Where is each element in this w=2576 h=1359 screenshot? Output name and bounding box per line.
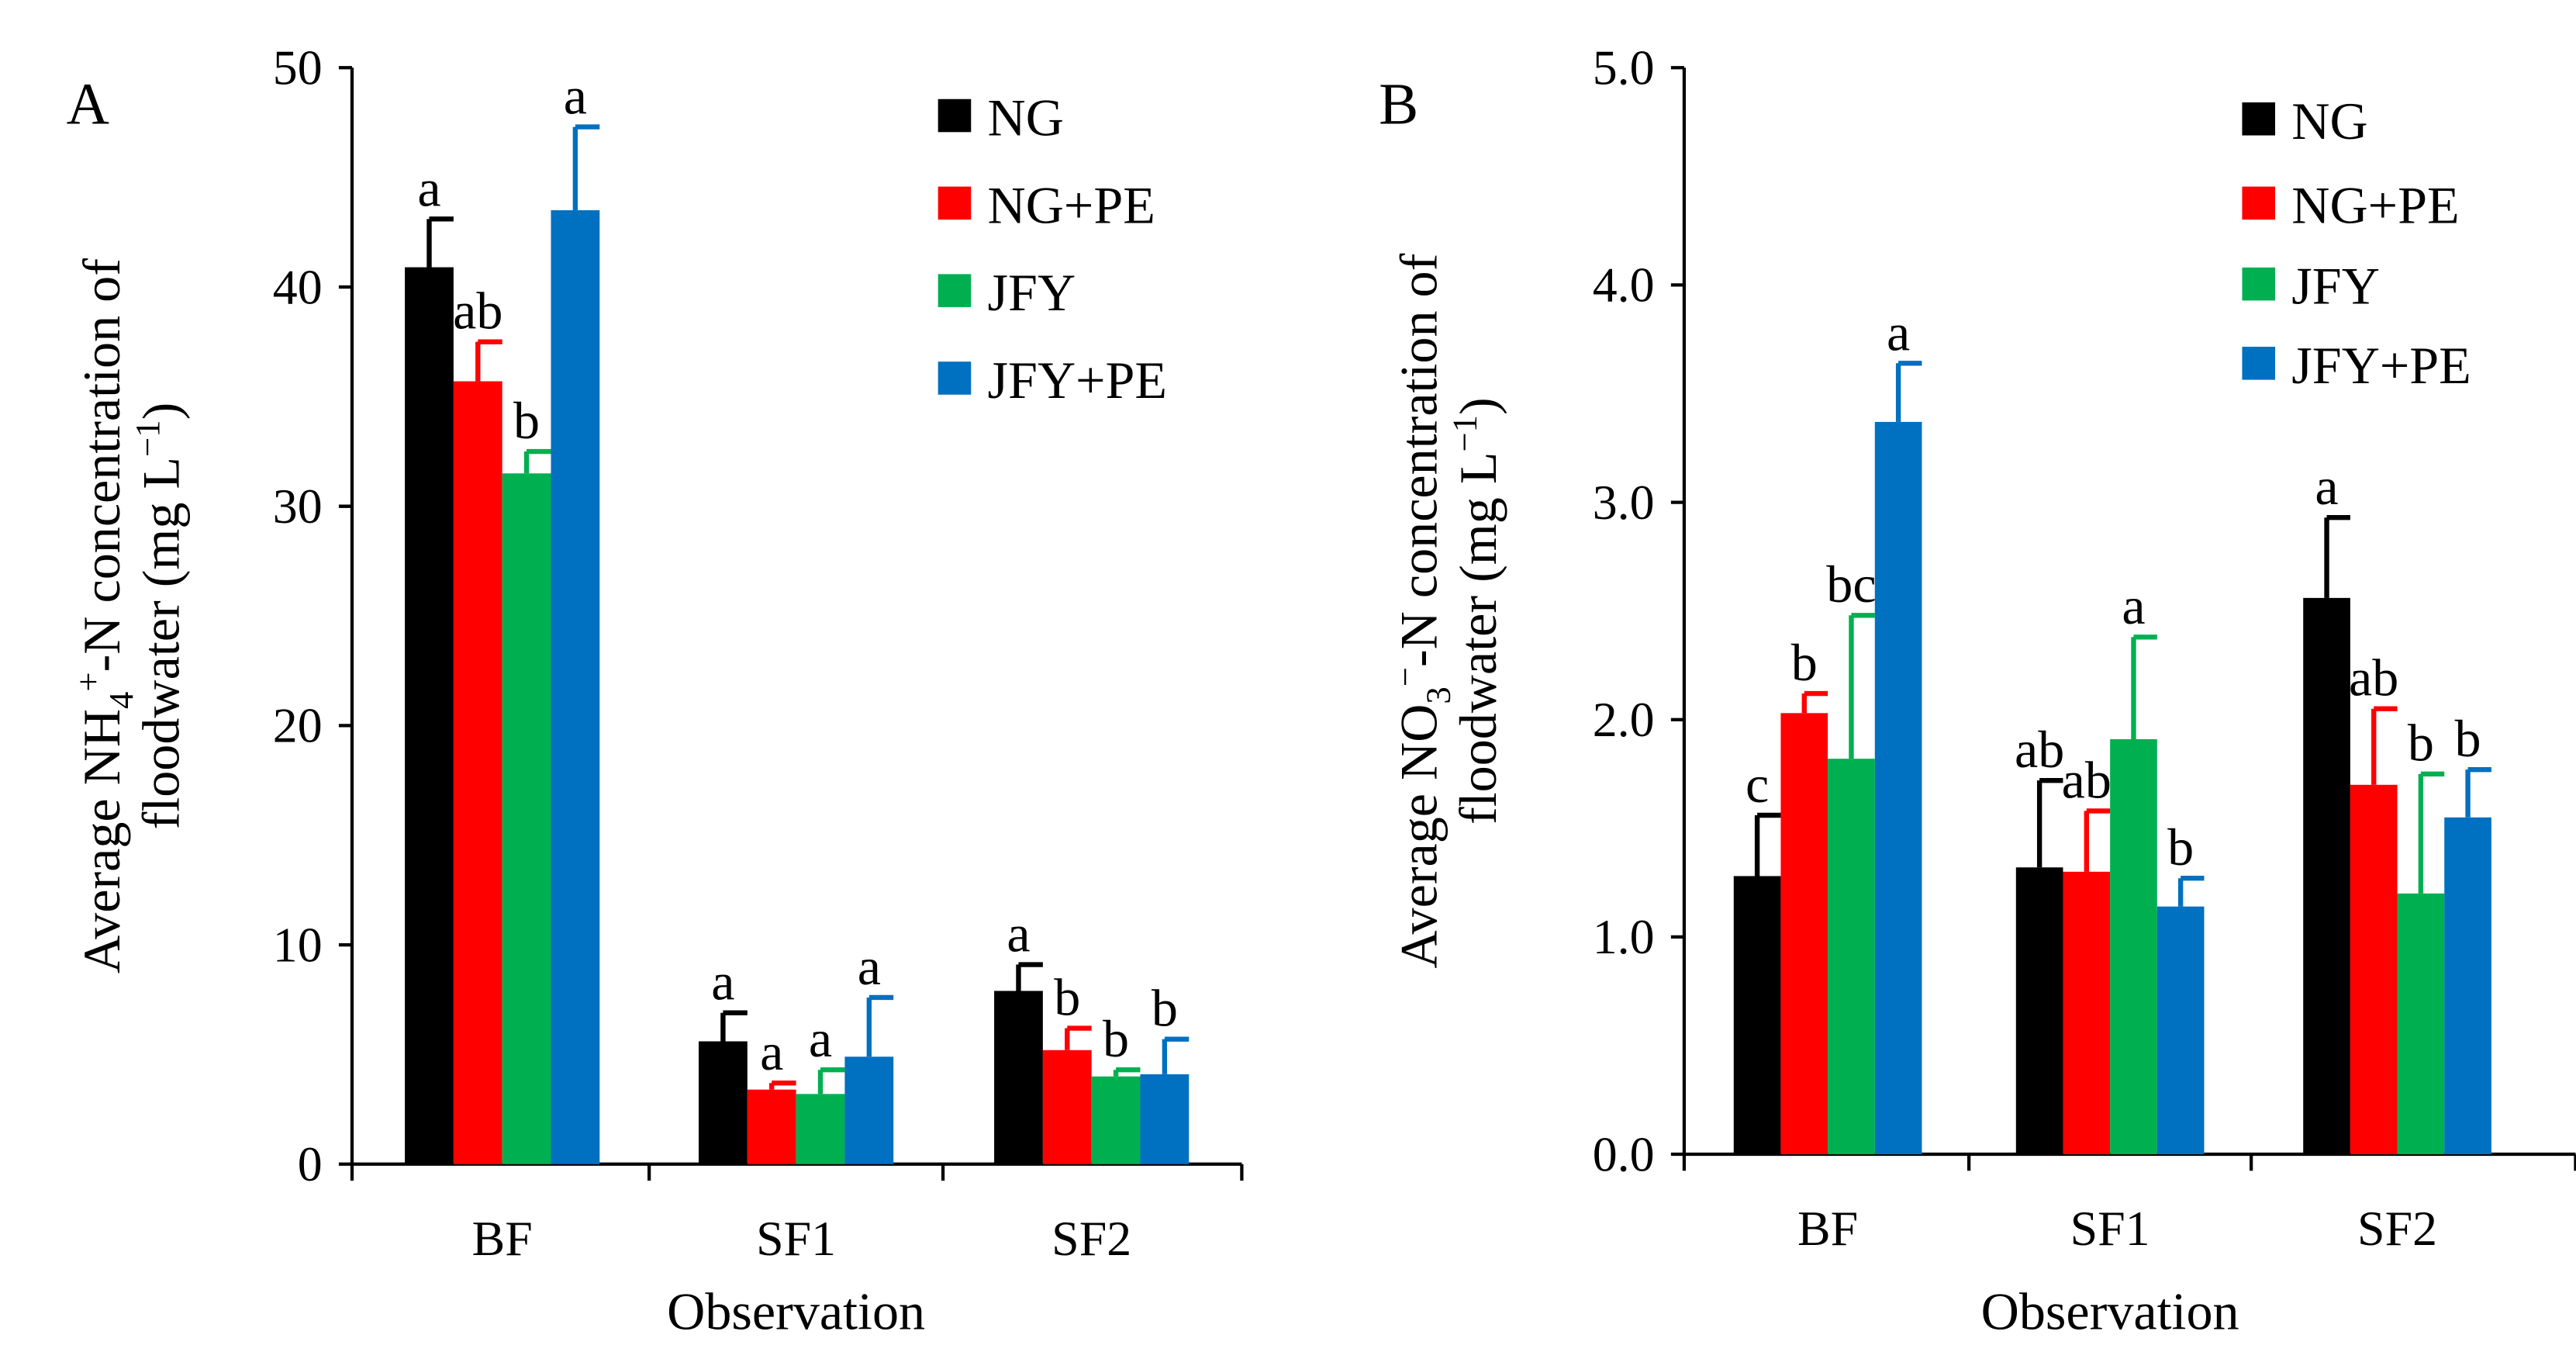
significance-letter: a xyxy=(1887,303,1910,361)
x-tick-label: SF2 xyxy=(2357,1201,2437,1256)
panel-label: A xyxy=(67,71,109,137)
bar-JFY+PE-SF1 xyxy=(844,1056,894,1164)
significance-letter: b xyxy=(2408,714,2434,773)
legend-label: NG xyxy=(2291,92,2367,150)
legend-label: NG xyxy=(988,88,1064,147)
significance-letter: b xyxy=(513,391,540,450)
x-tick-label: SF2 xyxy=(1051,1211,1131,1266)
significance-letter: a xyxy=(417,158,440,217)
legend-swatch xyxy=(938,274,972,307)
y-tick-label: 5.0 xyxy=(1593,40,1655,95)
bar-JFY-BF xyxy=(502,473,551,1164)
significance-letter: a xyxy=(711,953,734,1011)
bar-JFY+PE-BF xyxy=(551,210,600,1164)
bar-JFY-BF xyxy=(1828,759,1875,1155)
legend-swatch xyxy=(938,186,972,220)
y-tick-label: 0.0 xyxy=(1593,1126,1655,1181)
significance-letter: ab xyxy=(453,282,502,341)
y-tick-label: 4.0 xyxy=(1593,258,1655,313)
y-tick-label: 2.0 xyxy=(1593,692,1655,747)
significance-letter: c xyxy=(1746,755,1769,814)
legend-label: JFY xyxy=(2291,257,2380,316)
y-axis-label-line2: floodwater (mg L−1) xyxy=(1445,397,1508,825)
bar-NG-SF2 xyxy=(994,991,1043,1164)
y-tick-label: 50 xyxy=(273,40,323,95)
bar-NG-BF xyxy=(405,267,454,1164)
bar-NG+PE-SF1 xyxy=(747,1089,796,1164)
bar-JFY-SF2 xyxy=(2397,893,2445,1155)
significance-letter: bc xyxy=(1826,555,1876,614)
y-tick-label: 3.0 xyxy=(1593,475,1655,530)
y-axis-label-line2: floodwater (mg L−1) xyxy=(128,403,191,830)
significance-letter: b xyxy=(2455,709,2481,768)
bar-JFY+PE-SF2 xyxy=(2444,817,2491,1155)
bar-JFY+PE-BF xyxy=(1874,421,1922,1155)
bar-JFY-SF1 xyxy=(2110,738,2157,1155)
chart-panel-B: B 0.0 1.0 2.0 3.0 4.0 5.0 BF SF1 SF2 Observation Av… xyxy=(1379,40,2576,1341)
x-axis-label: Observation xyxy=(667,1282,925,1341)
y-tick-label: 20 xyxy=(273,698,323,753)
y-tick-label: 30 xyxy=(273,479,323,534)
x-tick-label: BF xyxy=(472,1211,533,1266)
significance-letter: b xyxy=(2167,818,2194,877)
significance-letter: ab xyxy=(2062,750,2112,809)
legend-swatch xyxy=(2242,347,2276,380)
significance-letter: b xyxy=(1054,967,1080,1026)
x-tick-label: SF1 xyxy=(756,1211,836,1266)
bar-NG-SF2 xyxy=(2303,597,2350,1155)
y-tick-label: 40 xyxy=(273,259,323,314)
legend-label: NG+PE xyxy=(2291,175,2459,234)
significance-letter: ab xyxy=(2015,720,2064,779)
y-axis-label: Average NO3−-N concentration of xyxy=(1386,253,1458,968)
bar-JFY+PE-SF2 xyxy=(1140,1074,1190,1164)
bar-JFY-SF2 xyxy=(1091,1076,1141,1164)
significance-letter: b xyxy=(1103,1009,1129,1068)
bar-NG+PE-SF2 xyxy=(2350,784,2398,1155)
significance-letter: a xyxy=(1007,904,1030,963)
bar-NG-BF xyxy=(1733,876,1781,1155)
legend-swatch xyxy=(2242,267,2276,301)
bar-JFY-SF1 xyxy=(796,1094,845,1164)
significance-letter: a xyxy=(858,937,881,996)
legend-swatch xyxy=(2242,102,2276,136)
significance-letter: ab xyxy=(2349,648,2398,707)
legend-label: JFY+PE xyxy=(2291,336,2471,395)
y-tick-label: 0 xyxy=(298,1136,323,1191)
bar-NG+PE-BF xyxy=(1780,713,1828,1155)
bar-NG-SF1 xyxy=(699,1041,748,1164)
significance-letter: a xyxy=(809,1009,832,1068)
bar-NG-SF1 xyxy=(2015,867,2063,1155)
significance-letter: a xyxy=(2315,457,2338,516)
legend-swatch xyxy=(938,99,972,133)
significance-letter: a xyxy=(564,67,587,126)
legend-label: JFY xyxy=(988,263,1076,322)
panel-label: B xyxy=(1379,71,1418,137)
bar-JFY+PE-SF1 xyxy=(2156,906,2205,1155)
legend-swatch xyxy=(2242,186,2276,220)
y-axis-label: Average NH4+-N concentration of xyxy=(68,258,140,973)
legend-swatch xyxy=(938,361,972,395)
legend-label: JFY+PE xyxy=(988,351,1167,410)
x-tick-label: BF xyxy=(1797,1201,1858,1256)
bar-NG+PE-BF xyxy=(453,381,502,1164)
y-tick-label: 1.0 xyxy=(1593,909,1655,964)
y-tick-label: 10 xyxy=(273,917,323,972)
chart-panel-A: A 0 10 20 30 40 50 BF SF1 SF2 Observation Average N… xyxy=(67,40,1244,1341)
x-tick-label: SF1 xyxy=(2070,1201,2150,1256)
significance-letter: b xyxy=(1152,979,1178,1038)
bar-NG+PE-SF1 xyxy=(2063,871,2111,1155)
legend-label: NG+PE xyxy=(988,175,1155,234)
significance-letter: a xyxy=(2122,576,2145,635)
significance-letter: a xyxy=(760,1022,783,1081)
significance-letter: b xyxy=(1791,633,1818,692)
x-axis-label: Observation xyxy=(1981,1282,2239,1341)
bar-NG+PE-SF2 xyxy=(1042,1050,1092,1164)
